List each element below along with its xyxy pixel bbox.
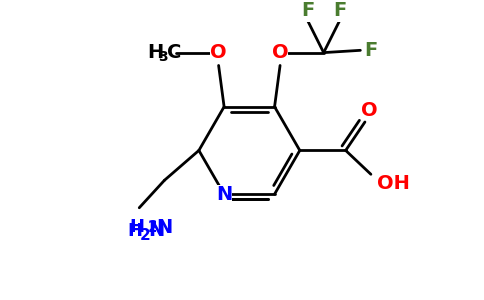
Text: H: H <box>129 218 144 236</box>
Text: 2: 2 <box>140 228 151 243</box>
Text: C: C <box>167 43 181 62</box>
Text: F: F <box>364 41 377 60</box>
Text: F: F <box>333 1 347 20</box>
Text: OH: OH <box>378 174 410 193</box>
Text: O: O <box>361 101 378 120</box>
Text: N: N <box>148 221 165 240</box>
Text: F: F <box>301 1 314 20</box>
Text: N: N <box>156 218 173 236</box>
Text: H: H <box>148 43 164 62</box>
Text: N: N <box>216 184 232 204</box>
Text: O: O <box>272 43 288 62</box>
Text: 3: 3 <box>158 50 167 64</box>
Text: 2: 2 <box>148 220 158 235</box>
Text: O: O <box>210 43 227 62</box>
Text: H: H <box>127 222 142 240</box>
